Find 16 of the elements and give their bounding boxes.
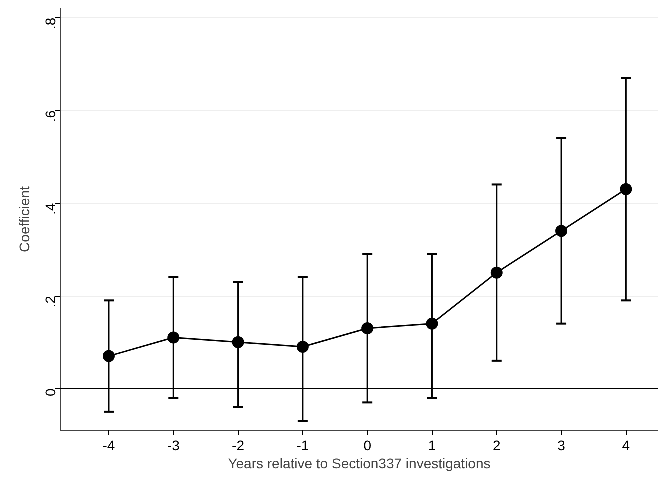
y-axis-title: Coefficient xyxy=(16,186,32,252)
x-tick-label: -3 xyxy=(167,438,180,454)
y-tick-label: 0 xyxy=(42,388,58,397)
x-tick-label: 4 xyxy=(622,438,630,454)
y-tick-label: .2 xyxy=(42,296,58,308)
y-tick-label: .4 xyxy=(42,203,58,215)
y-tick-label: .8 xyxy=(42,18,58,30)
x-tick-label: 3 xyxy=(558,438,566,454)
x-tick-label: -1 xyxy=(296,438,310,454)
x-axis-title: Years relative to Section337 investigations xyxy=(228,456,491,472)
x-tick-label: 2 xyxy=(492,438,501,454)
y-tick-label: .6 xyxy=(42,110,58,122)
x-tick-label: -4 xyxy=(102,438,116,454)
x-tick-label: 1 xyxy=(428,438,436,454)
x-tick-label: 0 xyxy=(364,438,372,454)
x-tick-label: -2 xyxy=(232,438,245,454)
